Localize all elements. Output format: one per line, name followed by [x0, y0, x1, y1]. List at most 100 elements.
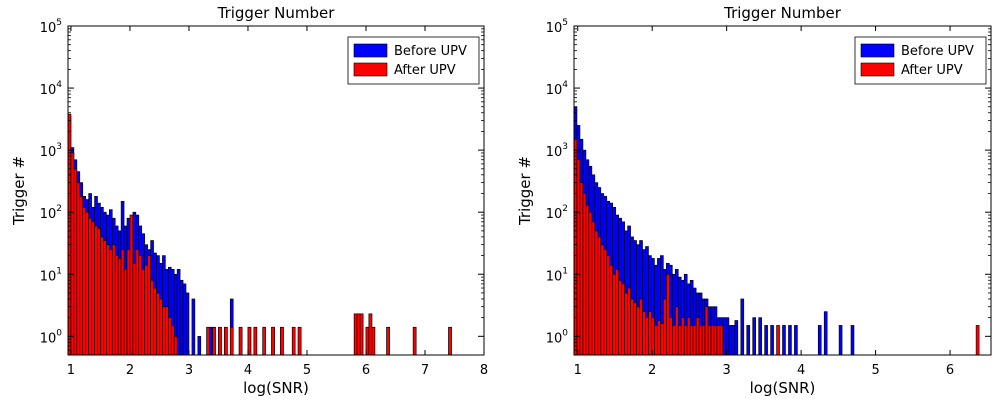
- bar-after-upv: [692, 325, 697, 356]
- bar-after-upv: [588, 211, 593, 356]
- legend: Before UPV After UPV: [854, 36, 987, 85]
- bar-after-upv: [170, 325, 175, 356]
- bar-after-upv: [674, 306, 679, 356]
- bar-after-upv: [229, 326, 234, 356]
- legend-label-before-upv: Before UPV: [901, 44, 974, 59]
- bar-after-upv: [132, 263, 137, 356]
- bar-after-upv: [680, 317, 685, 356]
- bar-before-upv: [197, 336, 202, 356]
- bar-after-upv: [117, 258, 122, 356]
- bar-after-upv: [100, 236, 104, 356]
- bar-after-upv: [82, 206, 87, 356]
- bar-before-upv: [722, 317, 727, 356]
- bar-after-upv: [630, 298, 634, 356]
- bar-after-upv: [238, 326, 243, 356]
- bar-after-upv: [603, 249, 608, 356]
- bar-before-upv: [758, 317, 762, 356]
- legend-label-after-upv: After UPV: [901, 63, 963, 78]
- y-tick-label-exponent: 2: [562, 204, 568, 214]
- bar-before-upv: [725, 317, 730, 356]
- x-axis-label: log(SNR): [750, 379, 816, 397]
- bar-after-upv: [156, 292, 160, 356]
- bar-after-upv: [645, 317, 649, 356]
- y-tick-label: 104: [40, 80, 63, 98]
- bar-after-upv: [704, 306, 709, 356]
- y-tick-label-exponent: 3: [56, 142, 62, 152]
- bar-after-upv: [126, 249, 131, 356]
- bar-after-upv: [683, 325, 688, 356]
- bar-before-upv: [209, 326, 213, 356]
- y-tick-label-exponent: 4: [562, 80, 568, 90]
- bar-after-upv: [716, 325, 721, 356]
- x-tick-label: 5: [303, 363, 311, 378]
- bar-after-upv: [359, 313, 364, 356]
- bar-before-upv: [817, 325, 822, 356]
- bar-after-upv: [162, 306, 166, 356]
- bar-after-upv: [271, 326, 275, 356]
- bar-before-upv: [191, 298, 196, 356]
- y-tick-label-exponent: 0: [562, 328, 568, 338]
- bar-after-upv: [582, 193, 587, 356]
- bar-after-upv: [88, 217, 92, 356]
- bar-after-upv: [135, 249, 140, 356]
- bar-after-upv: [224, 326, 228, 356]
- bar-after-upv: [701, 325, 706, 356]
- bar-before-upv: [752, 317, 756, 356]
- y-tick-label: 105: [40, 18, 62, 36]
- plot-frame: [573, 25, 992, 356]
- x-tick-label: 4: [244, 363, 252, 378]
- bar-after-upv: [168, 317, 172, 356]
- bar-after-upv: [253, 326, 258, 356]
- y-tick-label-base: 10: [40, 269, 57, 284]
- bar-after-upv: [206, 326, 210, 356]
- bar-after-upv: [707, 325, 712, 356]
- bar-before-upv: [740, 298, 745, 356]
- bar-after-upv: [291, 326, 296, 356]
- bar-after-upv: [606, 255, 611, 356]
- x-tick-label: 1: [67, 363, 75, 378]
- bar-after-upv: [975, 325, 980, 356]
- y-tick-label-exponent: 4: [56, 80, 62, 90]
- bar-after-upv: [624, 292, 628, 356]
- y-tick-label-exponent: 5: [56, 18, 62, 28]
- bar-after-upv: [710, 325, 715, 356]
- bar-after-upv: [70, 152, 75, 356]
- bar-after-upv: [686, 317, 691, 356]
- bar-after-upv: [94, 225, 98, 356]
- x-tick-label: 2: [126, 363, 134, 378]
- y-axis-label: Trigger #: [516, 156, 534, 226]
- x-axis-label: log(SNR): [243, 379, 309, 397]
- bar-before-upv: [179, 279, 184, 356]
- bar-after-upv: [371, 326, 376, 356]
- x-tick-label: 3: [723, 363, 731, 378]
- bar-after-upv: [73, 168, 78, 356]
- y-tick-label-base: 10: [40, 331, 57, 346]
- bar-after-upv: [165, 306, 169, 356]
- y-tick-label: 105: [546, 18, 568, 36]
- x-tick-label: 5: [871, 363, 879, 378]
- bar-after-upv: [591, 221, 596, 356]
- y-tick-label: 100: [40, 328, 63, 346]
- bar-before-upv: [764, 325, 768, 356]
- bar-after-upv: [597, 236, 602, 356]
- bar-after-upv: [297, 326, 302, 356]
- bar-after-upv: [660, 323, 664, 356]
- bar-after-upv: [776, 325, 780, 356]
- bar-after-upv: [368, 313, 373, 356]
- bar-before-upv: [838, 325, 843, 356]
- bar-after-upv: [648, 311, 652, 356]
- x-tick-label: 6: [946, 363, 954, 378]
- bar-after-upv: [671, 325, 676, 356]
- bar-before-upv: [731, 325, 736, 356]
- bar-before-upv: [734, 320, 739, 356]
- chart-title: Trigger Number: [217, 4, 336, 22]
- y-tick-label-exponent: 1: [56, 266, 62, 276]
- bar-after-upv: [141, 269, 146, 356]
- bar-before-upv: [823, 311, 828, 356]
- bar-after-upv: [698, 325, 703, 356]
- bar-after-upv: [719, 325, 724, 356]
- bar-after-upv: [114, 255, 119, 356]
- bar-after-upv: [138, 255, 143, 356]
- bar-after-upv: [212, 326, 216, 356]
